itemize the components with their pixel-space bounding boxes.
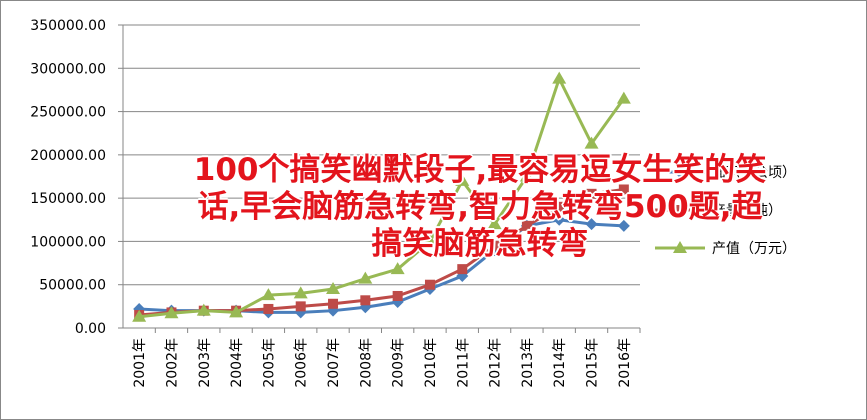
y-tick-label: 50000.00 xyxy=(39,278,106,294)
x-tick-label: 2002年 xyxy=(164,338,180,388)
point xyxy=(424,279,435,290)
x-tick-label: 2014年 xyxy=(552,338,568,388)
point xyxy=(132,309,147,322)
point xyxy=(164,306,179,319)
y-tick-label: 100000.00 xyxy=(30,234,106,250)
y-tick-label: 300000.00 xyxy=(30,61,106,77)
point xyxy=(519,169,534,182)
point xyxy=(229,305,244,318)
point xyxy=(328,298,339,309)
x-tick-label: 2003年 xyxy=(197,338,213,388)
point xyxy=(457,264,468,275)
x-tick-label: 2016年 xyxy=(617,338,633,388)
x-tick-label: 2007年 xyxy=(326,338,342,388)
x-tick-label: 2008年 xyxy=(358,338,374,388)
legend-marker xyxy=(675,205,685,215)
point xyxy=(455,173,470,186)
point xyxy=(261,288,276,301)
x-tick-label: 2009年 xyxy=(391,338,407,388)
x-tick-label: 2004年 xyxy=(229,338,245,388)
point xyxy=(585,218,598,231)
point xyxy=(616,91,631,104)
x-tick-label: 2012年 xyxy=(488,338,504,388)
y-tick-label: 250000.00 xyxy=(30,105,106,121)
point xyxy=(487,217,502,230)
point xyxy=(196,303,211,316)
y-tick-label: 200000.00 xyxy=(30,148,106,164)
point xyxy=(521,220,532,231)
point xyxy=(358,271,373,284)
point xyxy=(584,136,599,149)
series-line xyxy=(138,74,626,319)
point xyxy=(422,234,437,247)
legend-marker xyxy=(673,241,687,253)
point xyxy=(390,262,405,275)
x-tick-label: 2015年 xyxy=(585,338,601,388)
x-tick-label: 2001年 xyxy=(132,338,148,388)
point xyxy=(554,201,565,212)
y-tick-label: 0.00 xyxy=(75,321,106,337)
y-tick-label: 350000.00 xyxy=(30,18,106,34)
point xyxy=(552,71,567,84)
legend-label: 产值（万元） xyxy=(712,241,796,257)
legend-label: 面积（公顷） xyxy=(712,165,796,181)
point xyxy=(360,295,371,306)
point xyxy=(326,282,341,295)
x-tick-label: 2011年 xyxy=(455,338,471,388)
point xyxy=(617,219,630,232)
point xyxy=(618,184,629,195)
x-tick-label: 2006年 xyxy=(294,338,310,388)
legend-marker xyxy=(674,166,686,178)
point xyxy=(295,301,306,312)
point xyxy=(392,290,403,301)
y-tick-label: 150000.00 xyxy=(30,191,106,207)
point xyxy=(553,213,566,226)
overlay-text: 100个搞笑幽默段子,最容易逗女生笑的笑话,早会脑筋急转弯,智力急转弯500题,… xyxy=(193,152,767,262)
x-tick-label: 2010年 xyxy=(423,338,439,388)
point xyxy=(293,286,308,299)
x-tick-label: 2013年 xyxy=(520,338,536,388)
point xyxy=(586,188,597,199)
x-tick-label: 2005年 xyxy=(261,338,277,388)
point xyxy=(489,240,500,251)
point xyxy=(263,303,274,314)
legend-label: 产量（吨） xyxy=(712,203,782,219)
